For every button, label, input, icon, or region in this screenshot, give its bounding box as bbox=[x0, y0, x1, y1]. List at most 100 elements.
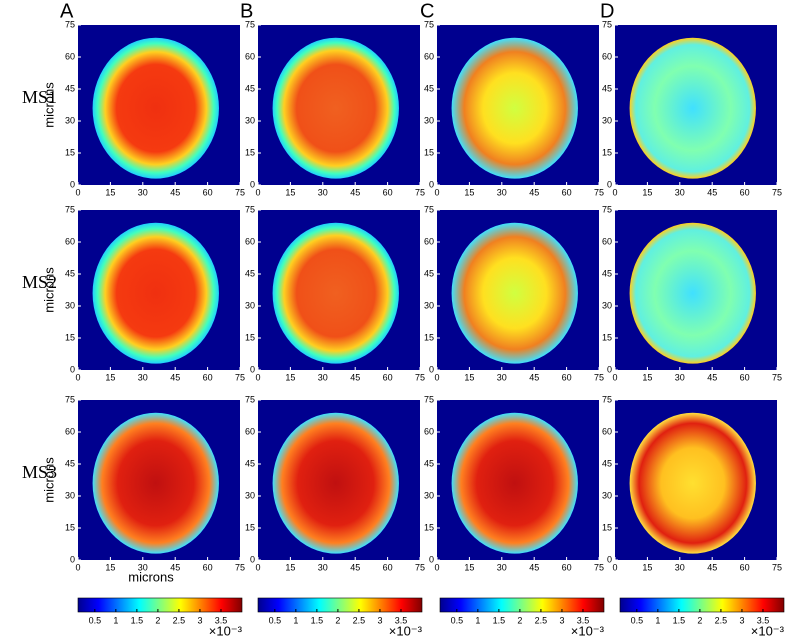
y-tick-label: 60 bbox=[65, 236, 75, 246]
x-tick-label: 45 bbox=[170, 187, 180, 197]
x-tick-label: 45 bbox=[529, 372, 539, 382]
x-tick-label: 75 bbox=[772, 372, 782, 382]
colorbar-tick-label: 1.5 bbox=[131, 615, 144, 625]
y-tick-label: 60 bbox=[602, 426, 612, 436]
x-tick-label: 0 bbox=[75, 562, 80, 572]
y-tick-label: 60 bbox=[245, 236, 255, 246]
colorbar-tick-label: 2.5 bbox=[173, 615, 186, 625]
y-tick-label: 15 bbox=[65, 522, 75, 532]
heatmap-blob bbox=[451, 37, 578, 179]
row-label: MS1 bbox=[22, 87, 57, 107]
y-tick-label: 0 bbox=[70, 364, 75, 374]
colorbar-tick-label: 1 bbox=[475, 615, 480, 625]
colorbar-tick-label: 3.5 bbox=[395, 615, 408, 625]
heatmap-blob bbox=[629, 37, 756, 179]
y-tick-label: 30 bbox=[602, 300, 612, 310]
x-tick-label: 15 bbox=[642, 562, 652, 572]
y-tick-label: 75 bbox=[65, 204, 75, 214]
x-tick-label: 60 bbox=[383, 372, 393, 382]
x-tick-label: 0 bbox=[612, 372, 617, 382]
x-tick-label: 75 bbox=[415, 562, 425, 572]
y-tick-label: 45 bbox=[245, 458, 255, 468]
x-tick-label: 75 bbox=[772, 187, 782, 197]
y-tick-label: 45 bbox=[65, 268, 75, 278]
colorbar bbox=[257, 597, 423, 613]
x-tick-label: 60 bbox=[562, 372, 572, 382]
colorbar-scale: ×10⁻³ bbox=[389, 623, 423, 638]
y-tick-label: 75 bbox=[424, 19, 434, 29]
y-tick-label: 0 bbox=[607, 179, 612, 189]
y-tick-label: 30 bbox=[602, 115, 612, 125]
heatmap-blob bbox=[272, 222, 399, 364]
x-tick-label: 75 bbox=[594, 372, 604, 382]
y-tick-label: 60 bbox=[424, 51, 434, 61]
y-tick-label: 30 bbox=[424, 115, 434, 125]
y-tick-label: 45 bbox=[424, 83, 434, 93]
y-tick-label: 45 bbox=[602, 458, 612, 468]
colorbar-tick-label: 1 bbox=[113, 615, 118, 625]
x-tick-label: 30 bbox=[318, 187, 328, 197]
y-tick-label: 45 bbox=[424, 458, 434, 468]
x-tick-label: 15 bbox=[105, 187, 115, 197]
x-tick-label: 0 bbox=[255, 562, 260, 572]
x-tick-label: 45 bbox=[529, 187, 539, 197]
x-tick-label: 75 bbox=[772, 562, 782, 572]
x-tick-label: 0 bbox=[75, 187, 80, 197]
y-axis-label: microns bbox=[41, 457, 56, 503]
x-tick-label: 30 bbox=[138, 372, 148, 382]
x-tick-label: 0 bbox=[255, 187, 260, 197]
colorbar-tick-label: 2 bbox=[517, 615, 522, 625]
colorbar-tick-label: 0.5 bbox=[631, 615, 644, 625]
y-tick-label: 30 bbox=[245, 490, 255, 500]
colorbar-tick-label: 3.5 bbox=[757, 615, 770, 625]
y-tick-label: 0 bbox=[250, 179, 255, 189]
x-tick-label: 15 bbox=[464, 372, 474, 382]
y-tick-label: 30 bbox=[602, 490, 612, 500]
y-tick-label: 0 bbox=[429, 364, 434, 374]
colorbar-tick-label: 2 bbox=[697, 615, 702, 625]
x-tick-label: 60 bbox=[203, 187, 213, 197]
x-tick-label: 45 bbox=[707, 187, 717, 197]
x-tick-label: 45 bbox=[170, 562, 180, 572]
y-tick-label: 30 bbox=[424, 300, 434, 310]
column-label: D bbox=[600, 0, 614, 22]
x-tick-label: 75 bbox=[415, 187, 425, 197]
x-tick-label: 30 bbox=[675, 372, 685, 382]
y-tick-label: 75 bbox=[602, 394, 612, 404]
heatmap-blob bbox=[92, 412, 219, 554]
x-tick-label: 75 bbox=[235, 187, 245, 197]
x-tick-label: 45 bbox=[350, 372, 360, 382]
y-tick-label: 60 bbox=[424, 426, 434, 436]
y-tick-label: 15 bbox=[424, 147, 434, 157]
colorbar-tick-label: 2 bbox=[335, 615, 340, 625]
x-tick-label: 60 bbox=[383, 187, 393, 197]
colorbar-tick-label: 3.5 bbox=[215, 615, 228, 625]
y-tick-label: 15 bbox=[245, 522, 255, 532]
x-tick-label: 30 bbox=[675, 562, 685, 572]
colorbar-tick-label: 1.5 bbox=[493, 615, 506, 625]
x-tick-label: 75 bbox=[415, 372, 425, 382]
y-tick-label: 60 bbox=[65, 51, 75, 61]
y-tick-label: 75 bbox=[424, 204, 434, 214]
colorbar bbox=[439, 597, 605, 613]
colorbar-tick-label: 1 bbox=[293, 615, 298, 625]
heatmap-blob bbox=[92, 37, 219, 179]
heatmap-blob bbox=[272, 412, 399, 554]
x-tick-label: 45 bbox=[707, 562, 717, 572]
y-tick-label: 15 bbox=[424, 332, 434, 342]
colorbar-tick-label: 3 bbox=[559, 615, 564, 625]
colorbar bbox=[77, 597, 243, 613]
x-tick-label: 30 bbox=[318, 562, 328, 572]
x-tick-label: 0 bbox=[434, 187, 439, 197]
colorbar-tick-label: 1.5 bbox=[311, 615, 324, 625]
column-label: A bbox=[60, 0, 74, 22]
y-tick-label: 0 bbox=[607, 554, 612, 564]
x-tick-label: 15 bbox=[285, 187, 295, 197]
x-tick-label: 0 bbox=[612, 187, 617, 197]
y-tick-label: 30 bbox=[65, 115, 75, 125]
x-axis-label: microns bbox=[128, 569, 174, 584]
x-tick-label: 60 bbox=[203, 372, 213, 382]
y-tick-label: 0 bbox=[250, 554, 255, 564]
column-label: B bbox=[240, 0, 253, 22]
y-tick-label: 15 bbox=[245, 147, 255, 157]
